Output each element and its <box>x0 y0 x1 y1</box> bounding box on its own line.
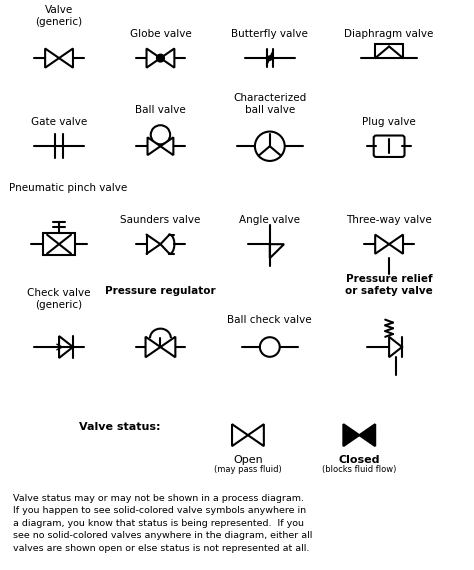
Polygon shape <box>161 337 175 357</box>
Text: Gate valve: Gate valve <box>31 117 87 127</box>
Text: Ball valve: Ball valve <box>135 105 186 115</box>
Text: Closed: Closed <box>338 455 380 465</box>
Text: Pneumatic pinch valve: Pneumatic pinch valve <box>9 183 128 193</box>
Polygon shape <box>389 235 403 254</box>
Text: Angle valve: Angle valve <box>239 214 301 225</box>
Text: Three-way valve: Three-way valve <box>346 214 432 225</box>
Text: Valve
(generic): Valve (generic) <box>36 5 82 27</box>
Text: Open: Open <box>233 455 263 465</box>
Text: Pressure relief
or safety valve: Pressure relief or safety valve <box>345 275 433 296</box>
Text: Globe valve: Globe valve <box>129 28 191 39</box>
Polygon shape <box>161 48 174 68</box>
Text: Saunders valve: Saunders valve <box>120 214 201 225</box>
Circle shape <box>268 56 272 60</box>
Polygon shape <box>248 424 264 446</box>
Polygon shape <box>146 48 161 68</box>
Polygon shape <box>359 424 375 446</box>
Polygon shape <box>147 137 161 155</box>
Text: Plug valve: Plug valve <box>362 117 416 127</box>
Polygon shape <box>375 235 389 254</box>
Text: Check valve
(generic): Check valve (generic) <box>27 288 91 310</box>
Text: Valve status:: Valve status: <box>79 422 160 432</box>
Polygon shape <box>146 337 161 357</box>
Polygon shape <box>45 48 59 68</box>
Text: Ball check valve: Ball check valve <box>228 315 312 325</box>
Text: Characterized
ball valve: Characterized ball valve <box>233 93 306 115</box>
Text: (blocks fluid flow): (blocks fluid flow) <box>322 465 396 474</box>
Text: (may pass fluid): (may pass fluid) <box>214 465 282 474</box>
Polygon shape <box>232 424 248 446</box>
Text: Valve status may or may not be shown in a process diagram.
If you happen to see : Valve status may or may not be shown in … <box>13 494 313 553</box>
Text: Diaphragm valve: Diaphragm valve <box>345 28 434 39</box>
Text: Butterfly valve: Butterfly valve <box>231 28 308 39</box>
Polygon shape <box>343 424 359 446</box>
Polygon shape <box>59 48 73 68</box>
Polygon shape <box>161 137 173 155</box>
Text: Pressure regulator: Pressure regulator <box>105 286 216 296</box>
Circle shape <box>156 54 164 62</box>
